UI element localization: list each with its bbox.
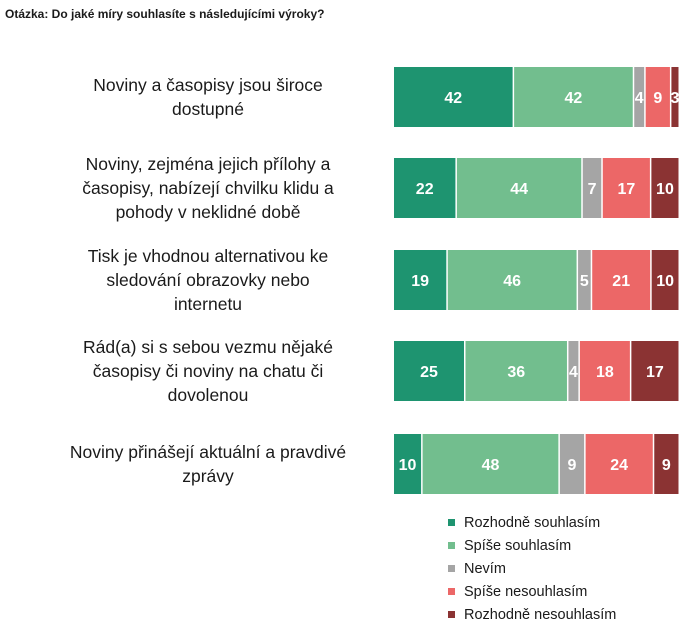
bar-segment [592,250,651,310]
legend-swatch [448,588,455,595]
category-label-line: internetu [173,294,243,314]
category-label: Noviny, zejména jejich přílohy a časopisy… [30,152,386,224]
legend-item: Spíše souhlasím [448,534,616,557]
data-label: 10 [399,457,417,474]
bar-segment [465,341,567,401]
data-label: 25 [420,364,438,381]
data-label: 4 [635,90,644,107]
category-label: Noviny a časopisy jsou široce dostupné [30,73,386,121]
data-label: 44 [510,181,528,198]
legend-label: Rozhodně souhlasím [464,514,601,531]
data-label: 21 [612,273,630,290]
data-label: 9 [653,90,662,107]
category-label-line: pohody v neklidné době [115,202,301,222]
data-label: 42 [444,90,462,107]
bar-segment [651,250,679,310]
bar-segment [602,158,650,218]
category-label-line: Tisk je vhodnou alternativou ke [87,246,329,266]
data-label: 10 [656,273,674,290]
bar-segment [559,434,585,494]
bar-segment [645,67,670,127]
bar-segment [447,250,577,310]
category-label-line: Noviny, zejména jejich přílohy a [85,154,331,174]
legend-swatch [448,542,455,549]
legend-label: Rozhodně nesouhlasím [464,606,617,623]
legend-swatch [448,519,455,526]
data-label: 36 [507,364,525,381]
category-label-line: Noviny a časopisy jsou široce [93,75,323,95]
legend-item: Nevím [448,557,616,580]
legend-item: Rozhodně souhlasím [448,511,616,534]
legend-swatch [448,611,455,618]
chart-legend: Rozhodně souhlasím Spíše souhlasím Nevím Sp… [448,511,616,626]
category-label-line: Noviny přinášejí aktuální a pravdivé [69,442,347,462]
bar-segment [671,67,679,127]
category-label: Tisk je vhodnou alternativou ke sledování… [30,244,386,316]
bar-segment [654,434,679,494]
legend-item: Rozhodně nesouhlasím [448,603,616,626]
data-label: 4 [569,364,578,381]
bar-segment [394,434,422,494]
bar-segment [651,158,679,218]
category-label-line: Rád(a) si s sebou vezmu nějaké [83,337,333,357]
data-label: 24 [610,457,628,474]
data-label: 7 [588,181,597,198]
bar-segment [585,434,653,494]
legend-label: Spíše nesouhlasím [464,583,588,600]
bar-segment [394,341,464,401]
bar-segment [634,67,645,127]
bar-segment [422,434,559,494]
data-label: 42 [565,90,583,107]
bar-segment [456,158,582,218]
bar-segment [394,67,513,127]
bar-segment [582,158,602,218]
bar-segment [514,67,633,127]
data-label: 10 [656,181,674,198]
data-label: 48 [482,457,500,474]
bar-segment [568,341,579,401]
question-title: Otázka: Do jaké míry souhlasíte s násled… [5,7,325,21]
category-label-line: dovolenou [167,385,249,405]
data-label: 22 [416,181,434,198]
bar-segment [394,250,447,310]
data-label: 46 [503,273,521,290]
category-label: Rád(a) si s sebou vezmu nějaké časopisy č… [30,335,386,407]
data-label: 18 [596,364,614,381]
category-label-line: časopisy či noviny na chatu či [92,361,324,381]
category-label-line: dostupné [171,99,244,119]
data-label: 9 [662,457,671,474]
category-label-line: časopisy, nabízejí chvilku klidu a [82,178,334,198]
data-label: 9 [568,457,577,474]
legend-label: Spíše souhlasím [464,537,572,554]
legend-label: Nevím [464,560,506,577]
category-label-line: zprávy [182,466,234,486]
data-label: 3 [671,90,680,107]
category-label-line: sledování obrazovky nebo [106,270,310,290]
legend-item: Spíše nesouhlasím [448,580,616,603]
data-label: 5 [580,273,589,290]
bar-segment [631,341,679,401]
bar-segment [578,250,591,310]
data-label: 17 [617,181,635,198]
data-label: 17 [646,364,664,381]
data-label: 19 [411,273,429,290]
legend-swatch [448,565,455,572]
bar-segment [579,341,630,401]
bar-segment [394,158,456,218]
category-label: Noviny přinášejí aktuální a pravdivé zprá… [30,440,386,488]
